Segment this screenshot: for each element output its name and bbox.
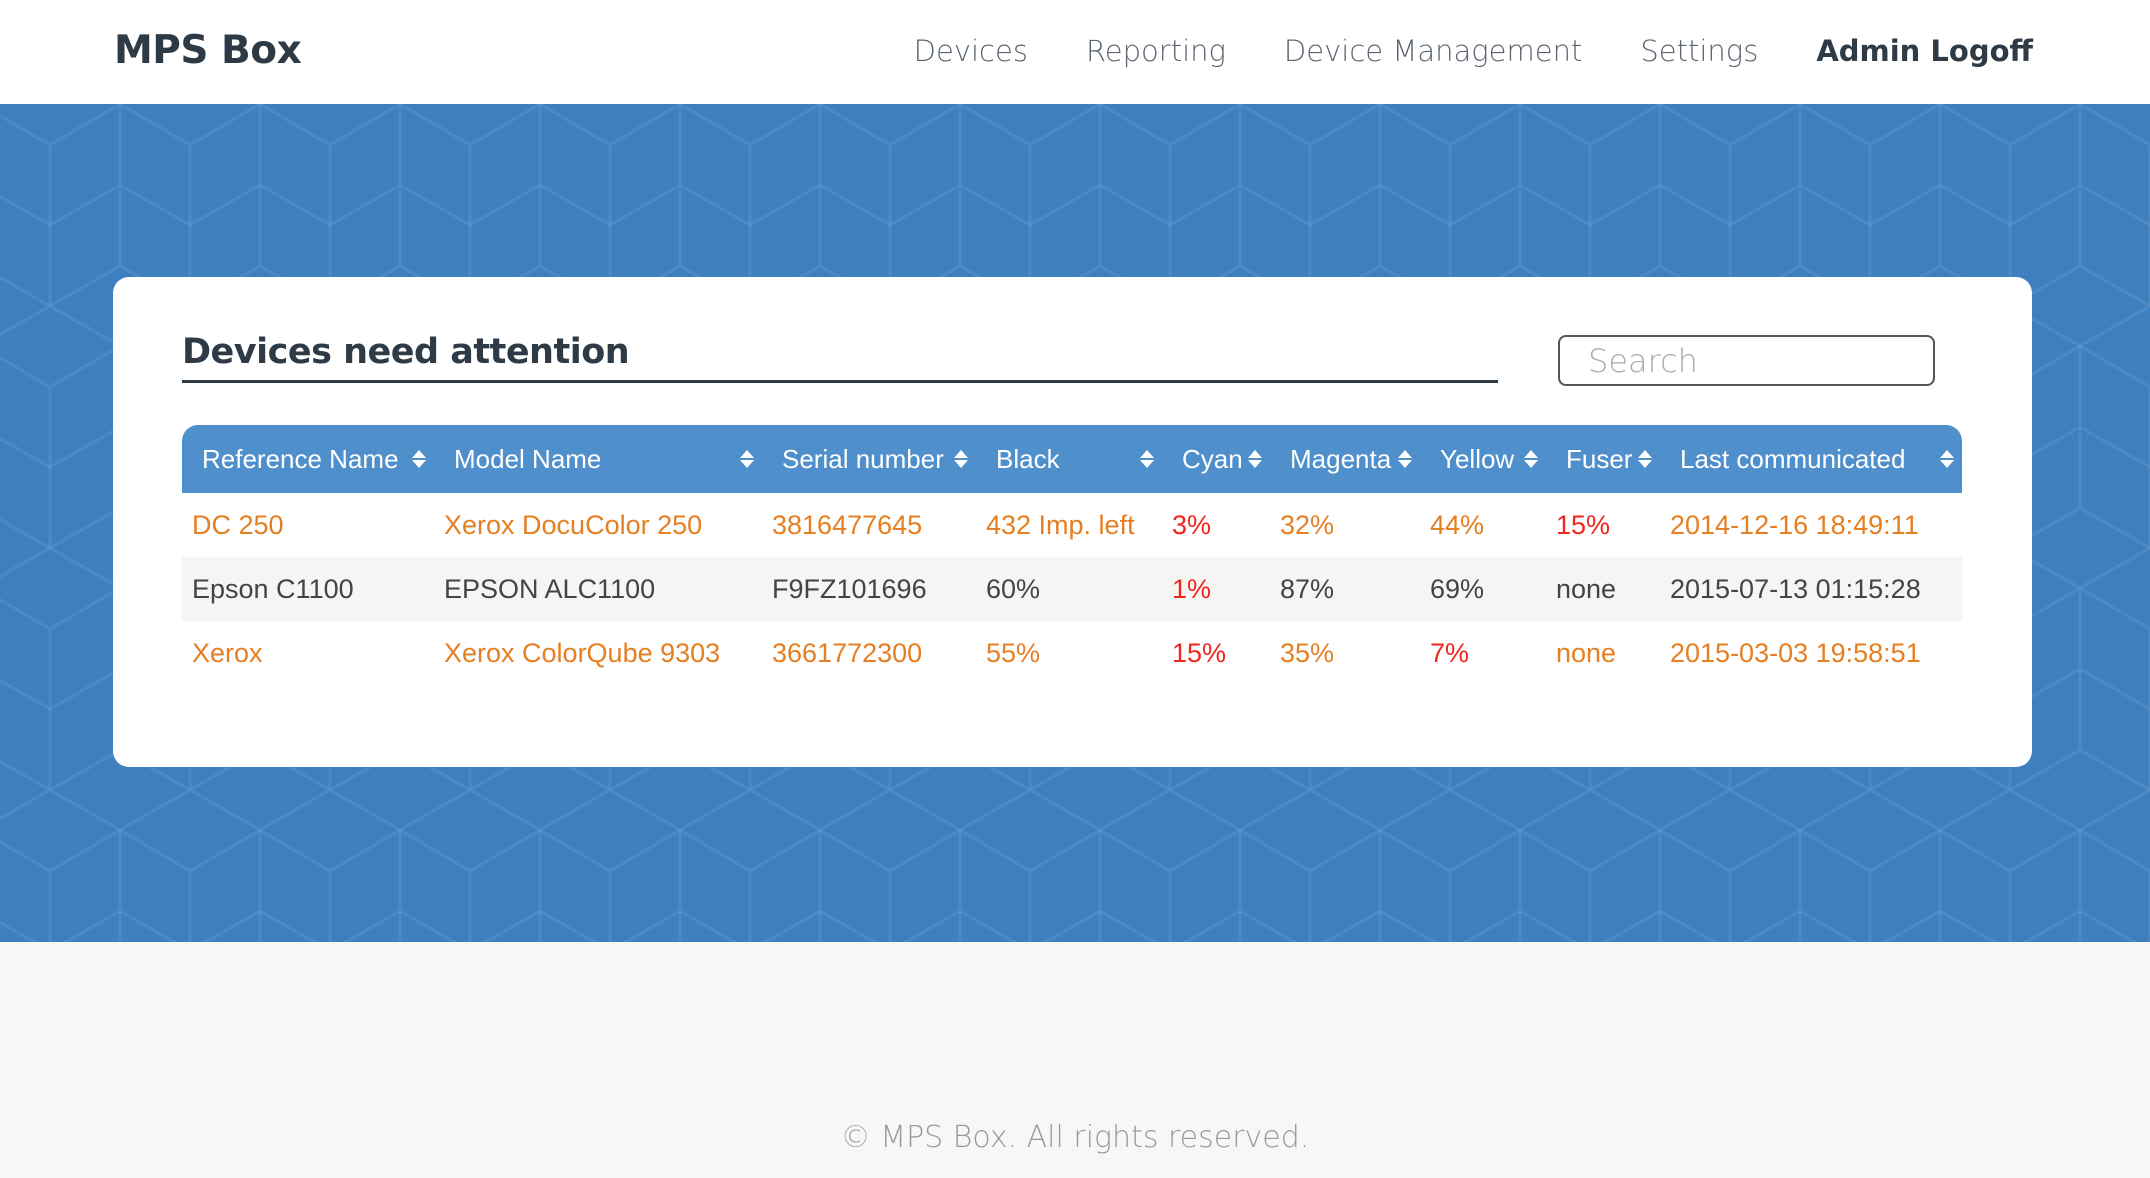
column-label: Fuser xyxy=(1566,443,1633,474)
column-header[interactable]: Fuser xyxy=(1546,425,1660,493)
table-cell: 69% xyxy=(1430,573,1485,604)
sort-icon[interactable] xyxy=(740,450,754,468)
column-label: Cyan xyxy=(1182,443,1243,474)
column-header[interactable]: Model Name xyxy=(434,425,762,493)
table-cell: 15% xyxy=(1556,509,1611,540)
table-cell: 7% xyxy=(1430,637,1470,668)
column-label: Black xyxy=(996,443,1060,474)
column-header[interactable]: Magenta xyxy=(1270,425,1420,493)
sort-icon[interactable] xyxy=(1398,450,1412,468)
table-header: Reference Name Model Name Serial number Bla… xyxy=(182,425,1962,493)
column-label: Serial number xyxy=(782,443,944,474)
table-cell: 432 Imp. left xyxy=(986,509,1135,540)
table-cell: 3% xyxy=(1172,509,1212,540)
attention-card: Devices need attention Reference Name Mod… xyxy=(113,277,2032,767)
logo[interactable]: MPS Box xyxy=(114,28,302,73)
table-cell: 1% xyxy=(1172,573,1212,604)
sort-icon[interactable] xyxy=(1140,450,1154,468)
sort-icon[interactable] xyxy=(412,450,426,468)
table-cell: 87% xyxy=(1280,573,1335,604)
table-row[interactable]: Epson C1100 EPSON ALC1100 F9FZ101696 60% 1% 8… xyxy=(182,557,1962,621)
table-cell: 2015-03-03 19:58:51 xyxy=(1670,637,1921,668)
column-header[interactable]: Serial number xyxy=(762,425,976,493)
table-cell: none xyxy=(1556,637,1617,668)
column-header[interactable]: Cyan xyxy=(1162,425,1270,493)
nav-settings[interactable]: Settings xyxy=(1640,34,1759,68)
table-cell: Epson C1100 xyxy=(192,573,354,604)
column-header[interactable]: Black xyxy=(976,425,1162,493)
devices-table: Reference Name Model Name Serial number Bla… xyxy=(182,425,1962,685)
sort-icon[interactable] xyxy=(1248,450,1262,468)
table-cell: DC 250 xyxy=(192,509,284,540)
column-header[interactable]: Yellow xyxy=(1420,425,1546,493)
table-cell: 44% xyxy=(1430,509,1485,540)
sort-icon[interactable] xyxy=(1638,450,1652,468)
table-cell: 3661772300 xyxy=(772,637,923,668)
table-cell: 60% xyxy=(986,573,1041,604)
table-cell: 3816477645 xyxy=(772,509,923,540)
nav-reporting[interactable]: Reporting xyxy=(1085,34,1226,68)
column-header[interactable]: Reference Name xyxy=(182,425,434,493)
footer-copyright: © MPS Box. All rights reserved. xyxy=(840,1120,1310,1155)
sort-icon[interactable] xyxy=(1940,450,1954,468)
table-cell: 55% xyxy=(986,637,1041,668)
sort-icon[interactable] xyxy=(1524,450,1538,468)
table-cell: 32% xyxy=(1280,509,1335,540)
search-input[interactable] xyxy=(1558,335,1935,386)
top-nav: MPS Box Devices Reporting Device Managem… xyxy=(0,0,2150,104)
table-cell: F9FZ101696 xyxy=(772,573,927,604)
column-label: Model Name xyxy=(454,443,602,474)
table-cell: none xyxy=(1556,573,1617,604)
table-cell: 2014-12-16 18:49:11 xyxy=(1670,509,1919,540)
column-label: Reference Name xyxy=(202,443,399,474)
nav-links: Devices Reporting Device Management Sett… xyxy=(914,34,2033,68)
column-label: Last communicated xyxy=(1680,443,1906,474)
table-cell: Xerox xyxy=(192,637,263,668)
column-label: Magenta xyxy=(1290,443,1392,474)
table-row[interactable]: Xerox Xerox ColorQube 9303 3661772300 55% 15… xyxy=(182,621,1962,685)
column-label: Yellow xyxy=(1440,443,1515,474)
table-cell: EPSON ALC1100 xyxy=(444,573,656,604)
table-row[interactable]: DC 250 Xerox DocuColor 250 3816477645 432 I… xyxy=(182,493,1962,557)
sort-icon[interactable] xyxy=(954,450,968,468)
table-cell: 2015-07-13 01:15:28 xyxy=(1670,573,1921,604)
nav-device-management[interactable]: Device Management xyxy=(1283,34,1583,68)
nav-admin-logoff[interactable]: Admin Logoff xyxy=(1816,34,2033,68)
table-cell: Xerox DocuColor 250 xyxy=(444,509,703,540)
section-title: Devices need attention xyxy=(182,332,1498,383)
table-cell: 35% xyxy=(1280,637,1335,668)
nav-devices[interactable]: Devices xyxy=(913,34,1028,68)
table-cell: Xerox ColorQube 9303 xyxy=(444,637,721,668)
column-header[interactable]: Last communicated xyxy=(1660,425,1962,493)
table-cell: 15% xyxy=(1172,637,1227,668)
